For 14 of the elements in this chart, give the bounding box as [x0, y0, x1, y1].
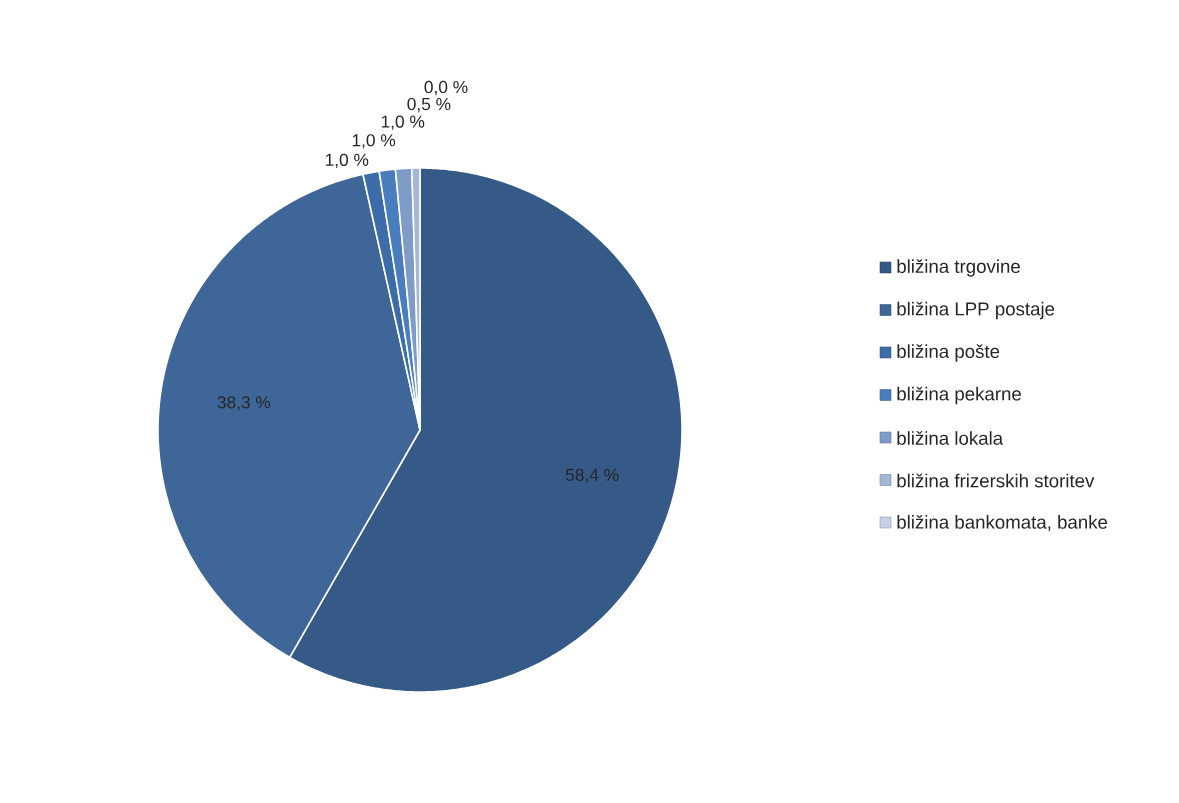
- data-label: 1,0 %: [325, 153, 369, 168]
- data-label: 38,3 %: [217, 396, 271, 411]
- legend-label: bližina bankomata, banke: [897, 515, 1108, 531]
- text: 0,0 %: [424, 80, 468, 96]
- legend-label: bližina lokala: [897, 431, 1004, 445]
- legend-label: bližina frizerskih storitev: [897, 473, 1095, 488]
- data-label: 1,0 %: [352, 134, 396, 149]
- legend-label: bližina trgovine: [897, 259, 1020, 277]
- data-label: 0,5 %: [407, 97, 451, 113]
- data-label: 1,0 %: [381, 115, 425, 130]
- legend-label: bližina pošte: [897, 344, 1000, 362]
- legend-label: bližina LPP postaje: [897, 301, 1055, 320]
- legend-label: bližina pekarne: [897, 386, 1021, 405]
- data-label: 58,4 %: [565, 468, 619, 483]
